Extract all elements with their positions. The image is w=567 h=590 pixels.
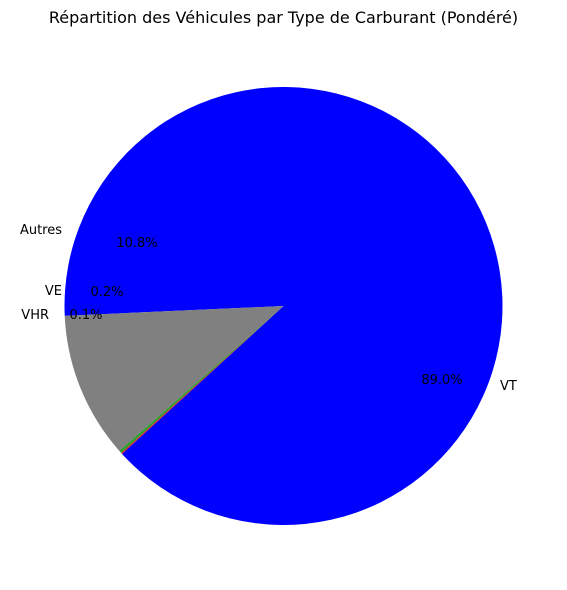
slice-percent-ve: 0.2% xyxy=(90,285,123,300)
slice-percent-autres: 10.8% xyxy=(116,236,157,251)
slice-label-vhr: VHR xyxy=(21,308,49,323)
chart-title: Répartition des Véhicules par Type de Ca… xyxy=(48,8,519,27)
slice-percent-vt: 89.0% xyxy=(421,373,462,388)
slice-label-autres: Autres xyxy=(20,223,62,238)
pie-slice-ve xyxy=(119,306,284,453)
slice-label-ve: VE xyxy=(45,284,62,299)
slice-percent-vhr: 0.1% xyxy=(69,308,102,323)
pie-slice-vhr xyxy=(121,306,284,454)
slice-label-vt: VT xyxy=(500,379,517,394)
pie-slice-autres xyxy=(64,306,284,451)
